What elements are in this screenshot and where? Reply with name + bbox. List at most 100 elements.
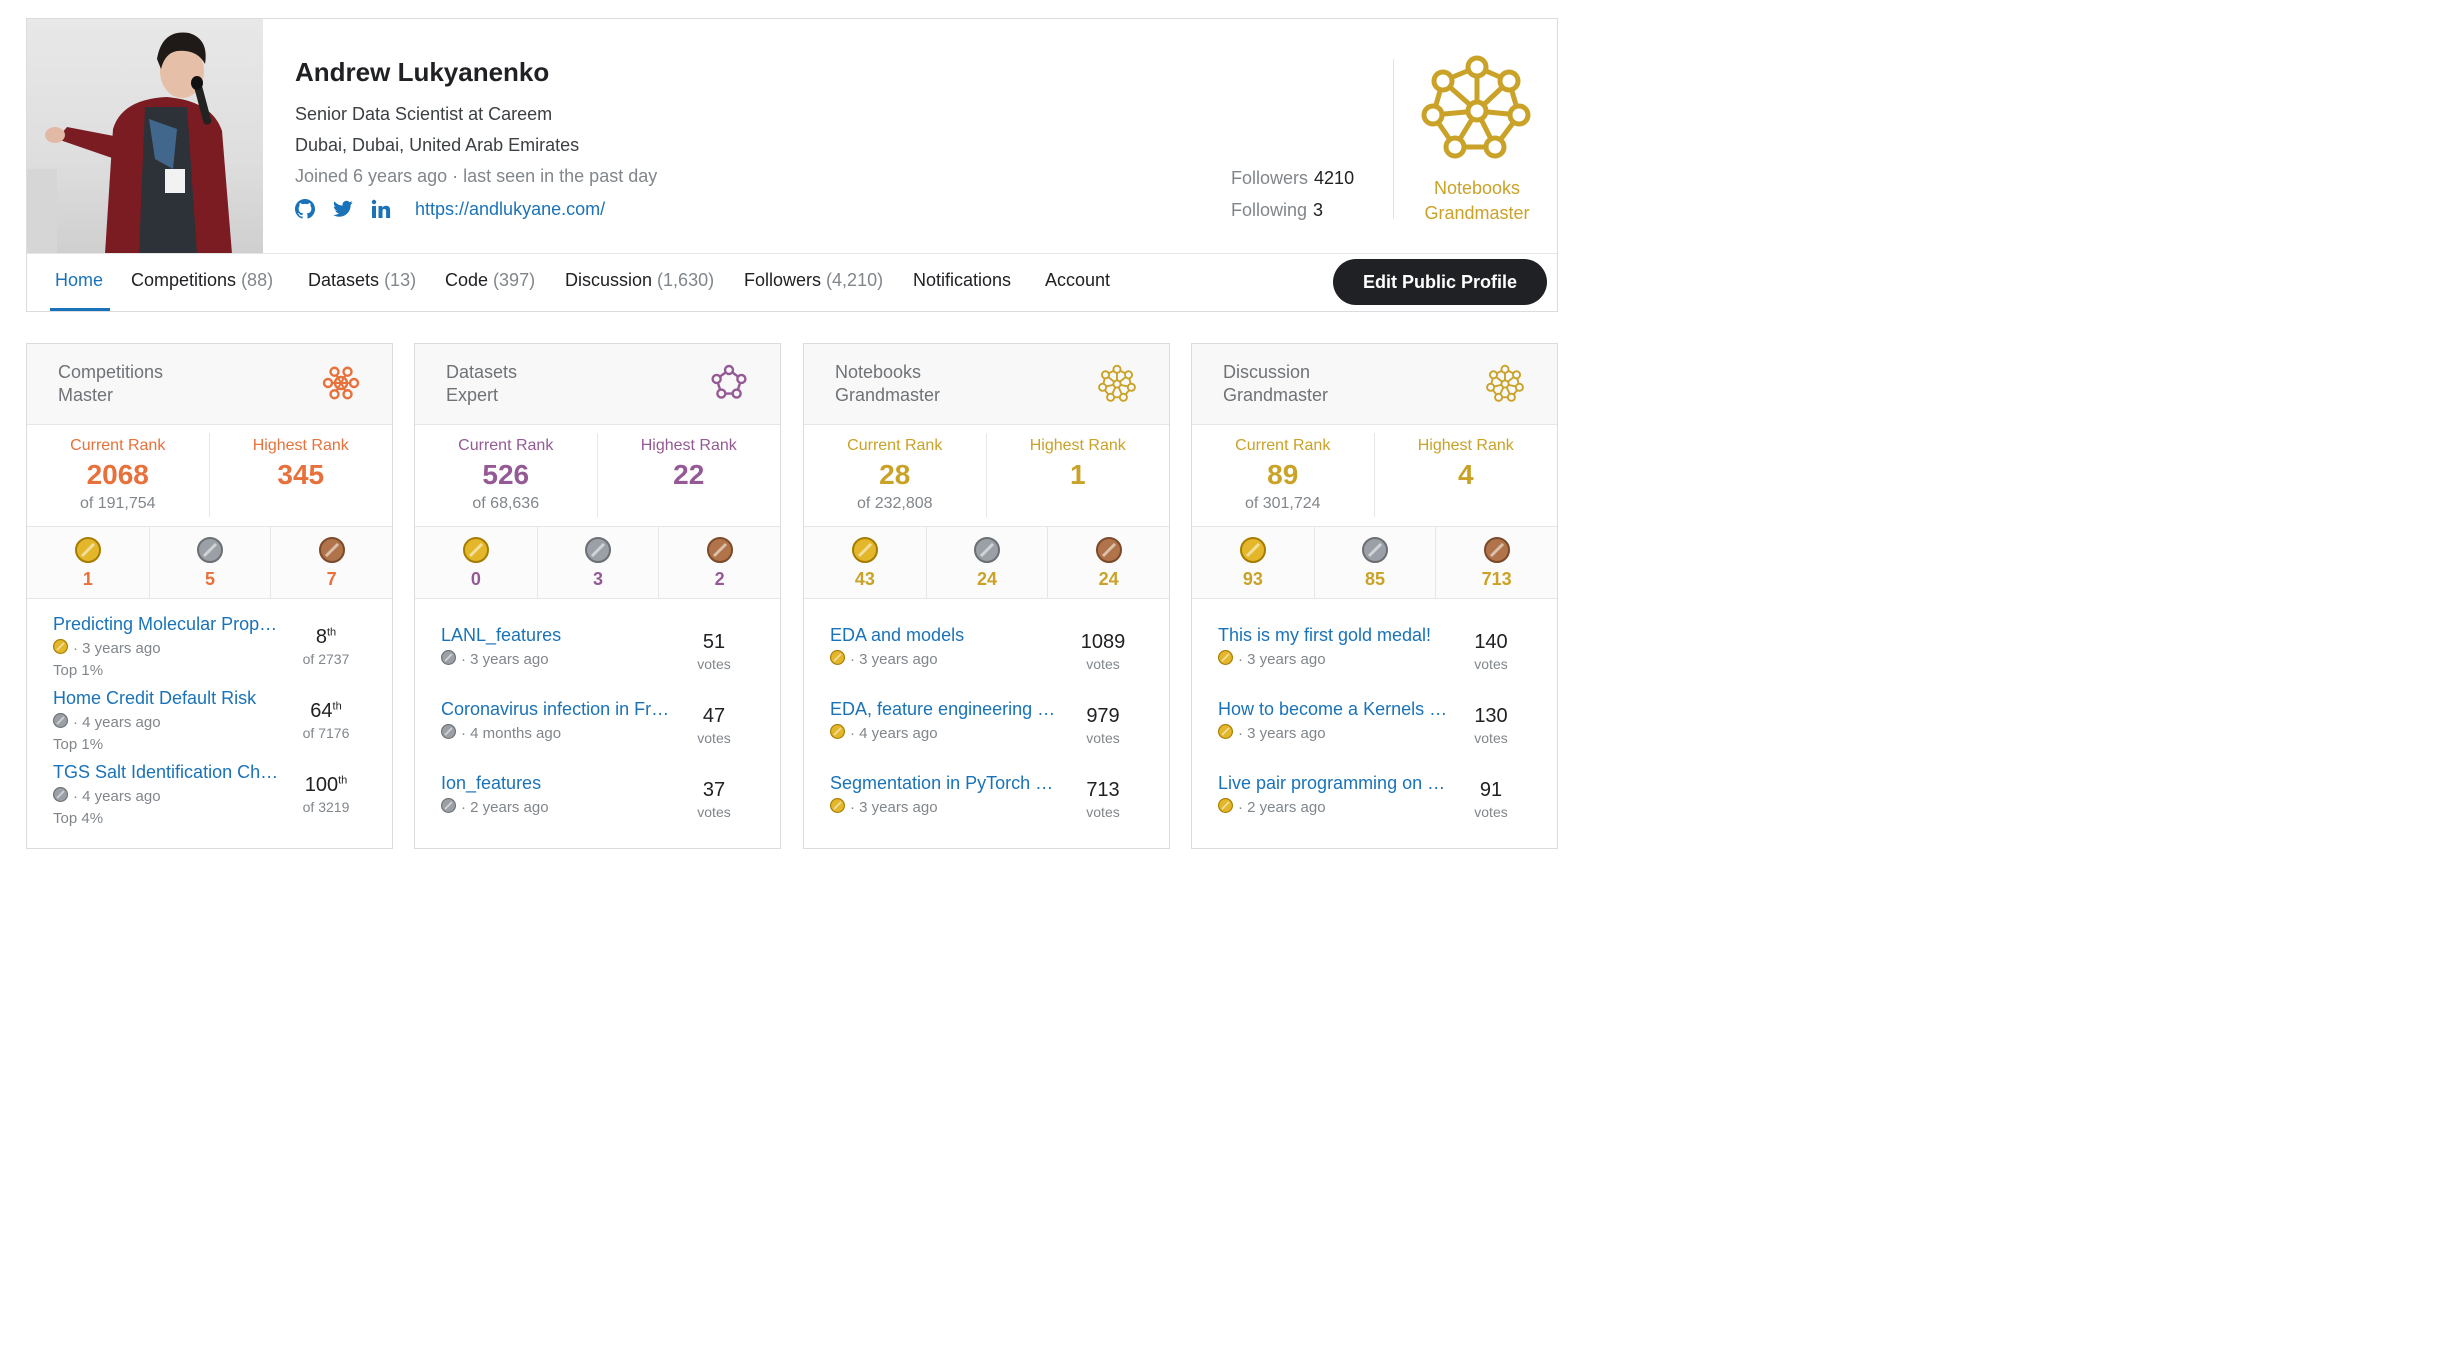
item-number: 91 (1479, 779, 1503, 801)
item-score-value: 130 (1451, 705, 1531, 728)
current-rank-label: Current Rank (70, 437, 166, 454)
item-score-sub: of 2737 (302, 651, 350, 667)
silver-medal-icon (441, 650, 456, 669)
current-rank-total: of 68,636 (472, 495, 540, 512)
gold-medal-count[interactable]: 43 (804, 527, 926, 598)
list-item[interactable]: This is my first gold medal! · 3 years a… (1192, 625, 1557, 695)
list-item[interactable]: EDA and models · 3 years ago 1089 votes (804, 625, 1169, 695)
gold-medal-count[interactable]: 1 (27, 527, 149, 598)
item-title-link[interactable]: EDA and models (830, 625, 965, 645)
tab-label: Competitions (131, 270, 237, 290)
item-title-link[interactable]: EDA, feature engineering and everything (830, 699, 1062, 719)
gold-medal-icon (830, 798, 845, 817)
item-title-link[interactable]: Home Credit Default Risk (53, 688, 257, 708)
item-meta: · 2 years ago (1218, 798, 1326, 817)
list-item[interactable]: Segmentation in PyTorch using convenient… (804, 773, 1169, 843)
list-item[interactable]: Home Credit Default Risk · 4 years ago T… (27, 688, 392, 758)
item-score-sub: votes (1474, 804, 1508, 820)
tab-code[interactable]: Code (397) (445, 270, 535, 291)
item-age: · 4 years ago (73, 788, 161, 805)
tab-count: (397) (493, 270, 536, 290)
tab-discussion[interactable]: Discussion (1,630) (565, 270, 714, 291)
followers-count[interactable]: Followers 4210 (1231, 168, 1354, 189)
tab-home[interactable]: Home (55, 270, 103, 291)
card-tier: Discussion Grandmaster (1223, 361, 1328, 407)
item-score-sub: of 3219 (302, 799, 350, 815)
tab-followers[interactable]: Followers (4,210) (744, 270, 883, 291)
profile-occupation: Senior Data Scientist at Careem (295, 104, 553, 124)
item-title-link[interactable]: Segmentation in PyTorch using convenient… (830, 773, 1062, 793)
bronze-medal-count[interactable]: 2 (658, 527, 780, 598)
tab-account[interactable]: Account (1045, 270, 1110, 291)
card-category: Competitions (58, 362, 164, 382)
medal-count-value: 24 (976, 569, 997, 589)
tab-competitions[interactable]: Competitions (88) (131, 270, 273, 291)
list-item[interactable]: EDA, feature engineering and everything … (804, 699, 1169, 769)
twitter-icon[interactable] (331, 197, 355, 221)
tier-card-discussion: Discussion Grandmaster Current Rank 89 o… (1191, 343, 1558, 849)
list-item[interactable]: Predicting Molecular Properties · 3 year… (27, 614, 392, 684)
item-meta: · 4 months ago (441, 724, 561, 743)
website-link[interactable]: https://andlukyane.com/ (415, 198, 606, 219)
tier-card-notebooks: Notebooks Grandmaster Current Rank 28 of… (803, 343, 1170, 849)
item-score-sub: votes (1474, 656, 1508, 672)
item-title-link[interactable]: How to become a Kernels Grandmaster (1218, 699, 1450, 719)
list-item[interactable]: How to become a Kernels Grandmaster · 3 … (1192, 699, 1557, 769)
list-item[interactable]: Live pair programming on Kaggle · 2 year… (1192, 773, 1557, 843)
item-title-link[interactable]: Predicting Molecular Properties (53, 614, 285, 634)
item-score: 100th of 3219 (286, 774, 366, 815)
gold-medal-count[interactable]: 0 (415, 527, 537, 598)
tab-label: Notifications (913, 270, 1012, 290)
item-meta: · 2 years ago (441, 798, 549, 817)
medal-count-value: 7 (326, 569, 337, 589)
list-item[interactable]: LANL_features · 3 years ago 51 votes (415, 625, 780, 695)
gold-medal-count[interactable]: 93 (1192, 527, 1314, 598)
highest-rank-value: 22 (673, 459, 705, 490)
bronze-medal-count[interactable]: 713 (1435, 527, 1557, 598)
item-title-link[interactable]: Coronavirus infection in France (441, 699, 673, 719)
header-divider (1393, 59, 1394, 219)
card-tier: Competitions Master (58, 361, 163, 407)
profile-tier-label: Notebooks Grandmaster (1399, 176, 1555, 226)
item-score: 130 votes (1451, 705, 1531, 746)
list-item[interactable]: Coronavirus infection in France · 4 mont… (415, 699, 780, 769)
item-title-link[interactable]: LANL_features (441, 625, 562, 645)
item-title-link[interactable]: TGS Salt Identification Challenge (53, 762, 285, 782)
profile-location: Dubai, Dubai, United Arab Emirates (295, 135, 580, 155)
item-title-link[interactable]: This is my first gold medal! (1218, 625, 1432, 645)
item-title-link[interactable]: Live pair programming on Kaggle (1218, 773, 1450, 793)
item-number: 130 (1474, 705, 1508, 727)
edit-profile-button[interactable]: Edit Public Profile (1333, 259, 1547, 305)
current-rank-value: 28 (879, 459, 911, 490)
card-ranks: Current Rank 28 of 232,808 Highest Rank … (804, 425, 1169, 527)
bronze-medal-count[interactable]: 24 (1047, 527, 1169, 598)
followers-value: 4210 (1314, 168, 1355, 188)
card-tier-name: Master (58, 385, 114, 405)
item-age: · 3 years ago (73, 640, 161, 657)
bronze-medal-count[interactable]: 7 (270, 527, 392, 598)
gold-medal-icon (1218, 798, 1233, 817)
silver-medal-icon (1361, 537, 1388, 568)
current-rank-total: of 301,724 (1244, 495, 1321, 512)
silver-medal-count[interactable]: 24 (925, 527, 1048, 598)
list-item[interactable]: TGS Salt Identification Challenge · 4 ye… (27, 762, 392, 832)
profile-tier-line2: Grandmaster (1424, 203, 1530, 223)
github-icon[interactable] (293, 197, 317, 221)
gold-medal-icon (1218, 724, 1233, 743)
item-title-link[interactable]: Ion_features (441, 773, 542, 793)
profile-links: https://andlukyane.com/ (293, 197, 605, 221)
item-score-value: 47 (674, 705, 754, 728)
silver-medal-count[interactable]: 5 (148, 527, 271, 598)
item-ordinal-suffix: th (338, 774, 348, 787)
item-number: 1089 (1080, 631, 1126, 653)
following-count[interactable]: Following 3 (1231, 200, 1323, 221)
tab-label: Followers (744, 270, 822, 290)
tab-datasets[interactable]: Datasets (13) (308, 270, 416, 291)
tab-notifications[interactable]: Notifications (913, 270, 1011, 291)
silver-medal-count[interactable]: 3 (536, 527, 659, 598)
linkedin-icon[interactable] (369, 197, 393, 221)
item-ordinal-suffix: th (326, 626, 337, 639)
silver-medal-count[interactable]: 85 (1313, 527, 1436, 598)
tab-label: Discussion (565, 270, 653, 290)
list-item[interactable]: Ion_features · 2 years ago 37 votes (415, 773, 780, 843)
